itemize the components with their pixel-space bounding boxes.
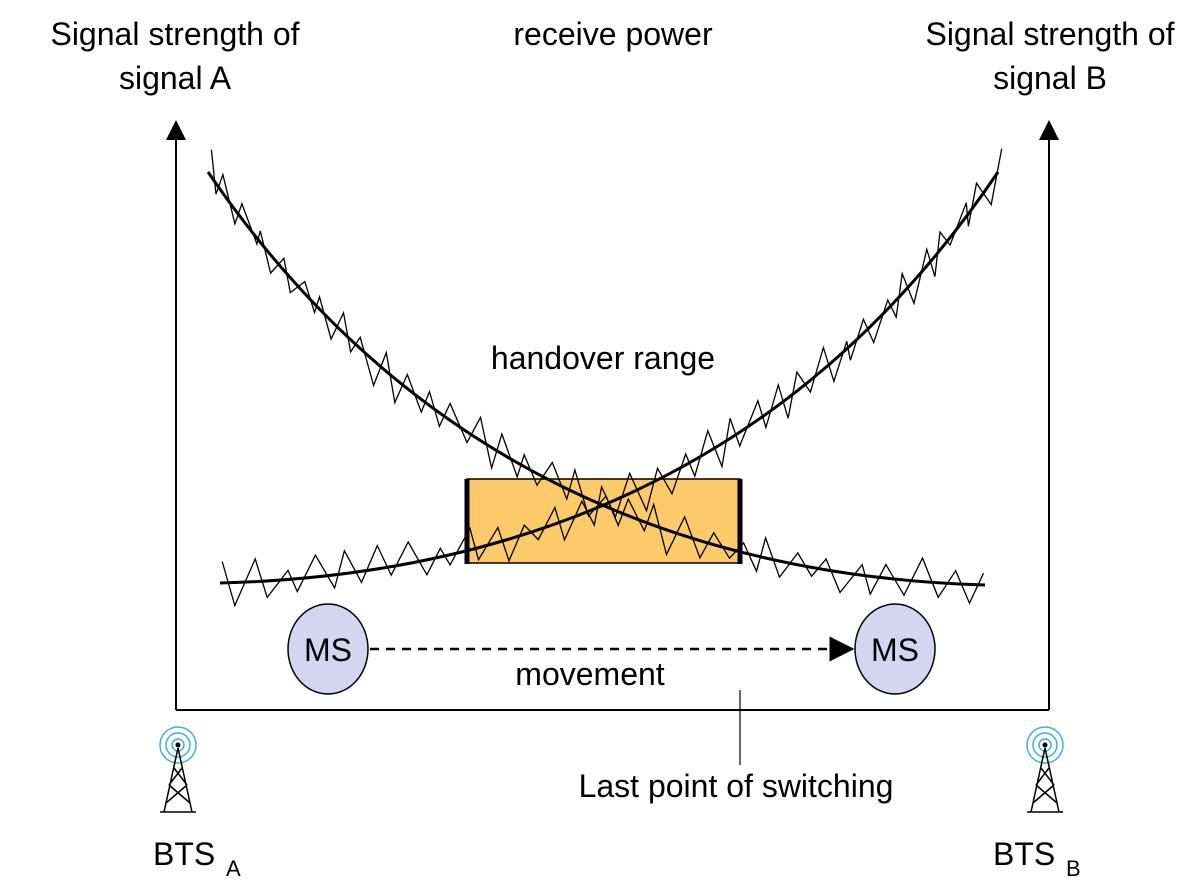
mobile-station-right bbox=[854, 603, 936, 695]
signal-a-curve bbox=[206, 171, 986, 587]
signal-a-label-line2: signal A bbox=[119, 60, 232, 96]
signal-a-label-line1: Signal strength of bbox=[50, 16, 299, 52]
signal-b-label-line2: signal B bbox=[993, 60, 1107, 96]
handover-range-box bbox=[466, 478, 741, 564]
signal-b-curve bbox=[219, 171, 1000, 585]
signal-b-label-line1: Signal strength of bbox=[925, 16, 1174, 52]
receive-power-label: receive power bbox=[513, 16, 713, 52]
mobile-station-right-label: MS bbox=[871, 632, 919, 668]
signal-a-fluctuation bbox=[210, 149, 985, 605]
bts-a-subscript: A bbox=[226, 856, 241, 881]
bts-a-label: BTS bbox=[153, 836, 215, 872]
bts-b-antenna-icon bbox=[1026, 726, 1064, 813]
bts-b-label: BTS bbox=[993, 836, 1055, 872]
signal-b-fluctuation bbox=[221, 148, 1003, 608]
mobile-station-left bbox=[287, 603, 369, 695]
mobile-station-left-label: MS bbox=[304, 632, 352, 668]
bts-a-antenna-icon bbox=[159, 726, 197, 813]
bts-b-subscript: B bbox=[1066, 856, 1081, 881]
handover-range-label: handover range bbox=[491, 340, 715, 376]
last-point-label: Last point of switching bbox=[579, 768, 894, 804]
movement-label: movement bbox=[515, 656, 665, 692]
